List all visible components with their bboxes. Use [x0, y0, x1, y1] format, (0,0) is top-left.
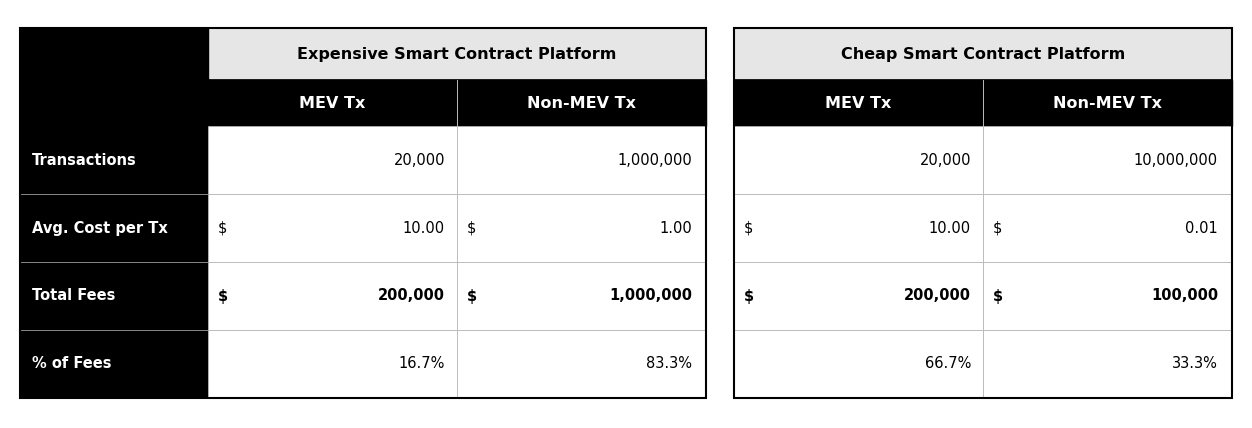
Bar — [208, 330, 706, 398]
Bar — [20, 330, 208, 398]
Bar — [20, 262, 208, 330]
Text: 200,000: 200,000 — [378, 288, 444, 303]
Text: 10,000,000: 10,000,000 — [1134, 152, 1218, 167]
Text: 83.3%: 83.3% — [646, 357, 692, 372]
Text: 100,000: 100,000 — [1151, 288, 1218, 303]
Text: Expensive Smart Contract Platform: Expensive Smart Contract Platform — [297, 47, 617, 62]
Bar — [208, 262, 706, 330]
Text: MEV Tx: MEV Tx — [825, 95, 891, 110]
Text: $: $ — [218, 220, 228, 235]
Text: $: $ — [467, 288, 477, 303]
Bar — [734, 28, 1232, 398]
Text: % of Fees: % of Fees — [33, 357, 111, 372]
Text: 10.00: 10.00 — [929, 220, 972, 235]
Bar — [734, 80, 1232, 126]
Text: 1,000,000: 1,000,000 — [617, 152, 692, 167]
Bar — [20, 28, 706, 398]
Bar — [734, 330, 1232, 398]
Bar — [734, 194, 1232, 262]
Text: 1,000,000: 1,000,000 — [608, 288, 692, 303]
Bar — [208, 126, 706, 194]
Text: $: $ — [993, 288, 1003, 303]
Text: $: $ — [744, 220, 754, 235]
Text: Avg. Cost per Tx: Avg. Cost per Tx — [33, 220, 168, 235]
Text: Transactions: Transactions — [33, 152, 136, 167]
Bar — [20, 126, 208, 194]
Text: Total Fees: Total Fees — [33, 288, 115, 303]
Text: 20,000: 20,000 — [919, 152, 972, 167]
Text: 1.00: 1.00 — [660, 220, 692, 235]
Bar — [20, 28, 208, 80]
Bar — [734, 262, 1232, 330]
Text: 16.7%: 16.7% — [398, 357, 444, 372]
Bar — [734, 28, 1232, 80]
Bar — [20, 194, 208, 262]
Text: $: $ — [467, 220, 476, 235]
Text: $: $ — [993, 220, 1003, 235]
Text: Cheap Smart Contract Platform: Cheap Smart Contract Platform — [841, 47, 1126, 62]
Text: MEV Tx: MEV Tx — [299, 95, 366, 110]
Text: 0.01: 0.01 — [1186, 220, 1218, 235]
Text: 10.00: 10.00 — [403, 220, 444, 235]
Text: 20,000: 20,000 — [393, 152, 444, 167]
Text: $: $ — [218, 288, 228, 303]
Text: $: $ — [744, 288, 754, 303]
Text: Non-MEV Tx: Non-MEV Tx — [527, 95, 636, 110]
Bar — [208, 28, 706, 80]
Bar — [208, 194, 706, 262]
Bar — [208, 80, 706, 126]
Bar — [734, 126, 1232, 194]
Text: 33.3%: 33.3% — [1172, 357, 1218, 372]
Bar — [20, 80, 208, 126]
Text: 66.7%: 66.7% — [925, 357, 972, 372]
Text: Non-MEV Tx: Non-MEV Tx — [1053, 95, 1162, 110]
Text: 200,000: 200,000 — [904, 288, 972, 303]
